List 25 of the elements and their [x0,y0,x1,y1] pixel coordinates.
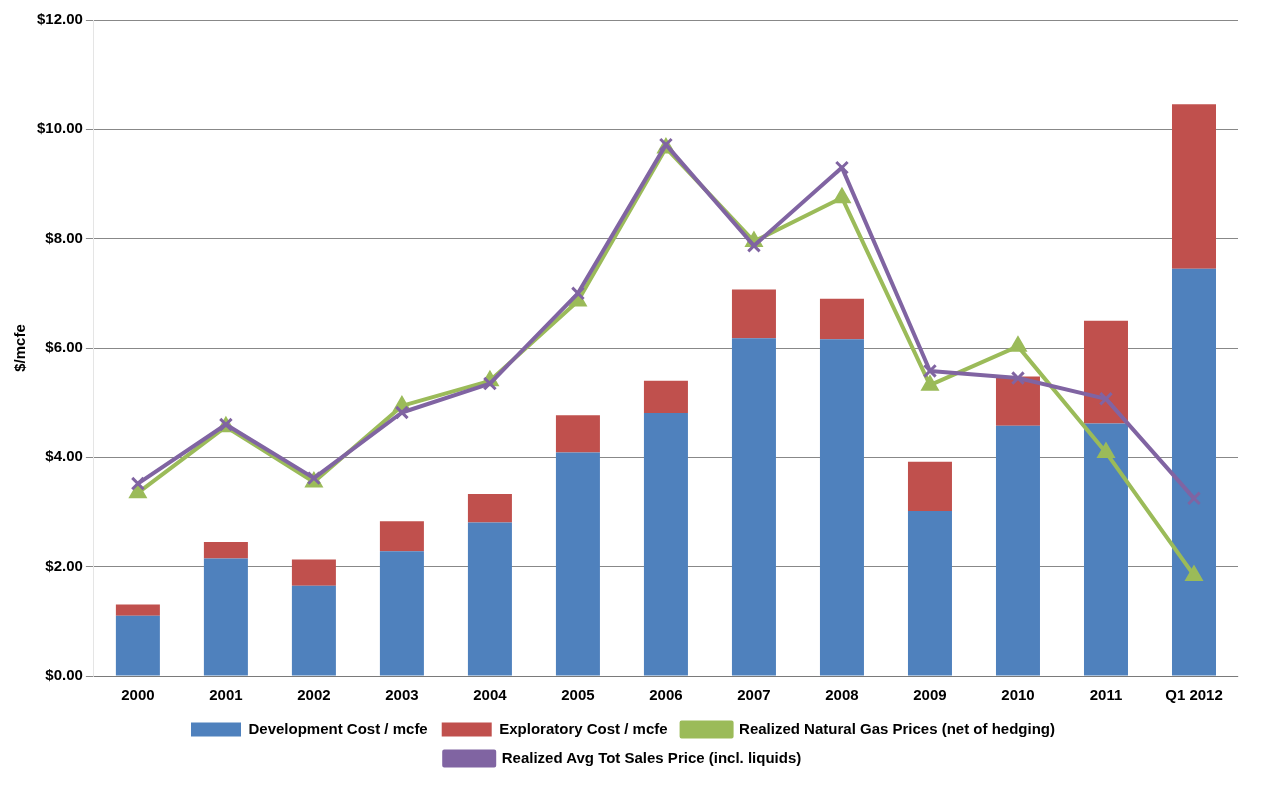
legend-label: Exploratory Cost / mcfe [499,719,668,737]
y-tick-label: $4.00 [45,447,83,465]
y-axis-title: $/mcfe [11,324,29,372]
legend-label: Realized Avg Tot Sales Price (incl. liquids) [501,748,802,766]
x-tick-label: 2005 [561,686,595,704]
x-tick-label: 2010 [1001,686,1035,704]
x-tick-label: 2006 [649,686,683,704]
x-tick-label: 2002 [297,686,331,704]
x-tick-label: 2009 [913,686,947,704]
x-tick-label: Q1 2012 [1165,686,1223,704]
x-tick-label: 2011 [1089,686,1123,704]
x-tick-label: 2000 [121,686,155,704]
y-tick-label: $12.00 [36,10,83,28]
x-tick-label: 2007 [737,686,771,704]
y-tick-label: $2.00 [45,556,83,574]
y-tick-label: $8.00 [45,228,83,246]
y-tick-label: $0.00 [45,666,83,684]
y-tick-label: $6.00 [45,338,83,356]
legend-label: Development Cost / mcfe [248,719,428,737]
x-tick-label: 2001 [209,686,243,704]
legend-label: Realized Natural Gas Prices (net of hedging) [739,719,1055,737]
x-tick-label: 2008 [825,686,859,704]
x-tick-label: 2003 [385,686,419,704]
y-tick-label: $10.00 [36,119,83,137]
x-tick-label: 2004 [473,686,508,704]
